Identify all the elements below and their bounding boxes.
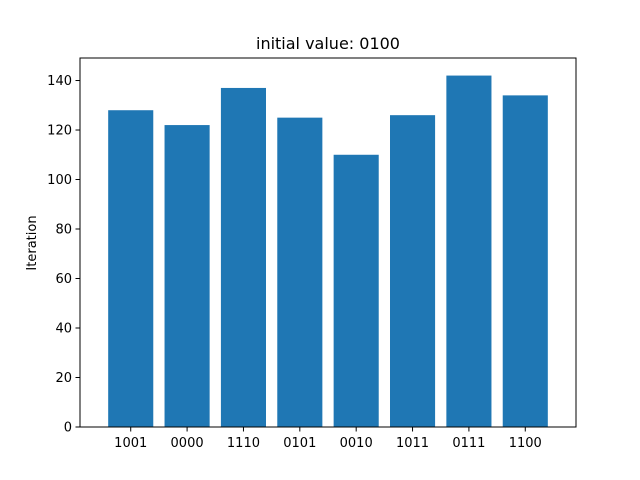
bar-0000 — [164, 125, 210, 427]
y-tick-label: 60 — [55, 272, 72, 287]
chart-title: initial value: 0100 — [256, 34, 400, 53]
bar-0111 — [446, 75, 492, 428]
y-tick-label: 100 — [47, 173, 72, 188]
x-tick-label: 0000 — [171, 436, 204, 451]
y-tick-label: 20 — [55, 371, 72, 386]
x-tick-label: 1100 — [509, 436, 542, 451]
bars-group — [108, 75, 548, 428]
x-tick-label: 1110 — [227, 436, 260, 451]
x-tick-label: 0101 — [283, 436, 316, 451]
x-ticks-group: 1001 0000 1110 0101 0010 1011 0111 1100 — [114, 427, 542, 451]
bar-1001 — [108, 110, 154, 428]
y-tick-label: 120 — [47, 124, 72, 139]
y-tick-label: 80 — [55, 223, 72, 238]
x-tick-label: 0010 — [340, 436, 373, 451]
y-tick-label: 140 — [47, 74, 72, 89]
y-ticks-group: 0 20 40 60 80 100 120 140 — [47, 74, 80, 436]
x-tick-label: 1011 — [396, 436, 429, 451]
x-tick-label: 0111 — [452, 436, 485, 451]
y-tick-label: 40 — [55, 322, 72, 337]
y-axis-label: Iteration — [25, 215, 40, 270]
plot-frame — [79, 57, 577, 428]
bar-1110 — [220, 87, 266, 427]
axes-group — [79, 57, 577, 428]
bar-1011 — [390, 115, 436, 428]
y-tick-label: 0 — [64, 421, 72, 436]
bar-0101 — [277, 117, 323, 427]
x-tick-label: 1001 — [114, 436, 147, 451]
bar-0010 — [333, 154, 379, 427]
bar-1100 — [502, 95, 548, 427]
